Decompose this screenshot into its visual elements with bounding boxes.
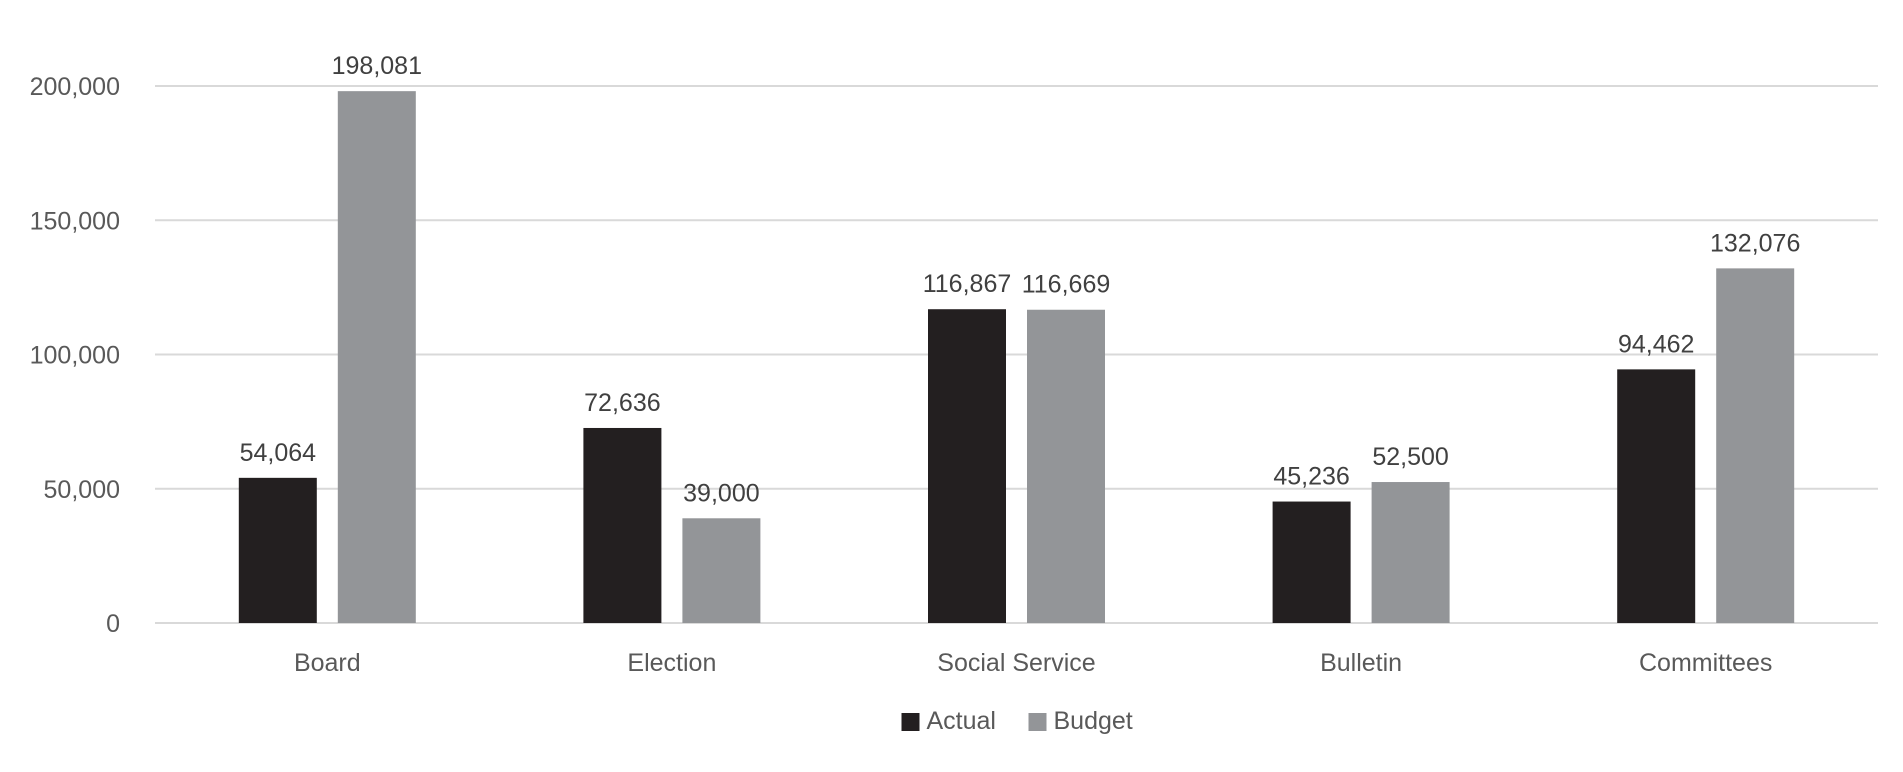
- bar-budget-board: [337, 91, 416, 623]
- y-tick-label: 0: [106, 610, 120, 638]
- bar-actual-election: [583, 427, 662, 623]
- data-label-budget-social-service: 116,669: [1022, 271, 1111, 299]
- x-category-label: Board: [294, 649, 361, 677]
- x-category-label: Bulletin: [1320, 649, 1402, 677]
- data-labels: 54,064 198,081 72,636 39,000 116,867 116,669 4…: [240, 52, 1801, 507]
- data-label-actual-social-service: 116,867: [923, 270, 1012, 298]
- y-tick-label: 150,000: [30, 207, 120, 235]
- data-label-budget-bulletin: 52,500: [1372, 443, 1448, 471]
- y-axis-tick-labels: 0 50,000 100,000 150,000 200,000: [30, 73, 120, 638]
- x-category-label: Social Service: [937, 649, 1095, 677]
- bars: [238, 91, 1795, 623]
- data-label-budget-committees: 132,076: [1710, 229, 1800, 257]
- data-label-actual-bulletin: 45,236: [1273, 463, 1349, 491]
- bar-budget-committees: [1716, 268, 1795, 623]
- y-tick-label: 200,000: [30, 73, 120, 101]
- data-label-actual-board: 54,064: [240, 439, 317, 467]
- x-axis-category-labels: Board Election Social Service Bulletin Commi…: [294, 649, 1772, 677]
- bar-budget-social-service: [1027, 309, 1105, 623]
- y-tick-label: 100,000: [30, 342, 120, 370]
- legend-label-budget: Budget: [1054, 707, 1133, 735]
- legend-label-actual: Actual: [927, 707, 996, 735]
- y-tick-label: 50,000: [44, 476, 120, 504]
- bar-actual-social-service: [928, 309, 1006, 623]
- legend-swatch-budget: [1028, 713, 1047, 731]
- data-label-actual-committees: 94,462: [1618, 330, 1694, 358]
- x-category-label: Election: [627, 649, 716, 677]
- legend: Actual Budget: [901, 707, 1133, 735]
- bar-actual-board: [238, 477, 317, 623]
- data-label-budget-board: 198,081: [332, 52, 422, 80]
- data-label-actual-election: 72,636: [584, 389, 660, 417]
- bar-budget-election: [682, 518, 761, 623]
- bar-budget-bulletin: [1371, 482, 1450, 623]
- data-label-budget-election: 39,000: [683, 479, 759, 507]
- legend-swatch-actual: [901, 713, 920, 731]
- x-category-label: Committees: [1639, 649, 1772, 677]
- bar-actual-committees: [1617, 369, 1696, 623]
- bar-actual-bulletin: [1272, 501, 1351, 623]
- gridlines: [155, 85, 1878, 624]
